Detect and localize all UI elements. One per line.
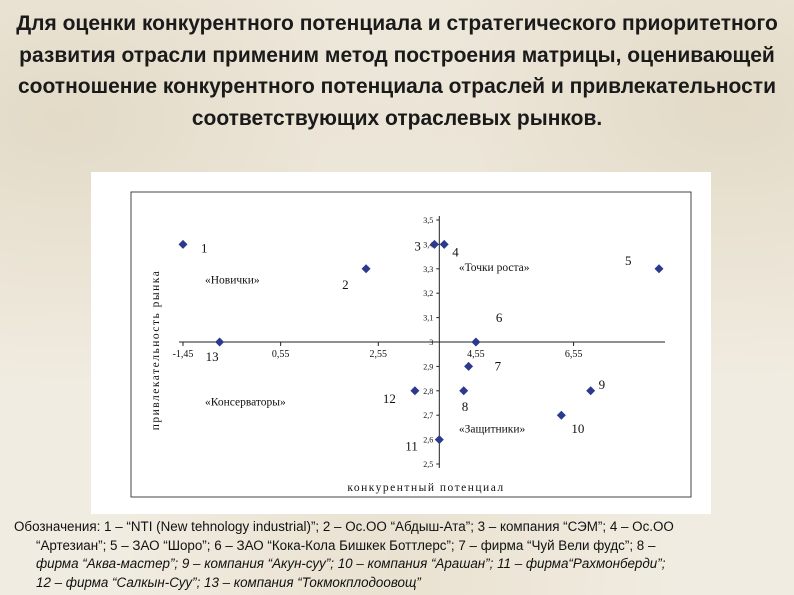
quadrant-label: «Новички»	[205, 274, 260, 286]
data-point	[410, 386, 420, 396]
x-tick-label: 6,55	[565, 349, 583, 360]
point-label: 11	[405, 439, 418, 454]
point-label: 12	[383, 391, 396, 406]
quadrant-label: «Консерваторы»	[205, 396, 286, 408]
point-label: 9	[599, 377, 606, 392]
legend-text: Обозначения: 1 – “NTI (New tehnology ind…	[14, 518, 788, 592]
point-label: 8	[462, 399, 469, 414]
y-tick-label: 3	[429, 338, 433, 347]
data-point	[215, 337, 225, 347]
y-tick-label: 3,4	[423, 240, 433, 249]
y-axis-title: привлекательность рынка	[150, 270, 162, 431]
data-point	[654, 264, 664, 274]
slide-title: Для оценки конкурентного потенциала и ст…	[16, 12, 778, 130]
point-label: 6	[496, 310, 503, 325]
data-point	[459, 386, 469, 396]
y-tick-label: 3,5	[423, 216, 433, 225]
y-tick-label: 3,2	[423, 289, 433, 298]
data-point	[361, 264, 371, 274]
y-tick-label: 2,8	[423, 387, 433, 396]
y-tick-label: 3,3	[423, 265, 433, 274]
data-point	[586, 386, 596, 396]
point-label: 4	[452, 244, 459, 259]
plot-frame	[130, 191, 692, 498]
legend-line-3: фирма “Аква-мастер”; 9 – компания “Акун-…	[36, 556, 666, 571]
point-label: 3	[414, 238, 421, 253]
point-label: 5	[625, 253, 632, 268]
legend-line-4: 12 – фирма “Салкын-Суу”; 13 – компания “…	[36, 574, 421, 590]
x-tick-label: 4,55	[467, 349, 485, 360]
legend-line-2: “Артезиан”; 5 – ЗАО “Шоро”; 6 – ЗАО “Кок…	[36, 537, 656, 553]
data-point	[178, 239, 188, 249]
y-tick-label: 2,9	[423, 362, 433, 371]
data-point	[439, 239, 449, 249]
quadrant-label: «Защитники»	[459, 423, 526, 435]
point-label: 7	[495, 358, 502, 373]
x-axis-title: конкурентный потенциал	[347, 482, 504, 494]
y-tick-label: 2,7	[423, 411, 433, 420]
point-label: 1	[201, 240, 208, 255]
y-tick-label: 2,6	[423, 436, 433, 445]
matrix-chart-svg: -1,45 0,55 2,55 4,55 6,55 2,5 2,6 2,7 2,8 2,9 3 3,1…	[130, 191, 692, 498]
point-label: 2	[342, 277, 349, 292]
point-label: 10	[571, 421, 584, 436]
y-tick-label: 2,5	[423, 460, 433, 469]
y-tick-label: 3,1	[423, 314, 433, 323]
data-point	[556, 410, 566, 420]
legend-line-1: Обозначения: 1 – “NTI (New tehnology ind…	[14, 519, 674, 534]
x-tick-label: -1,45	[173, 349, 194, 360]
x-tick-label: 0,55	[272, 349, 290, 360]
x-tick-label: 2,55	[370, 349, 388, 360]
data-point	[434, 435, 444, 445]
matrix-chart: -1,45 0,55 2,55 4,55 6,55 2,5 2,6 2,7 2,8 2,9 3 3,1…	[91, 172, 711, 514]
data-point	[471, 337, 481, 347]
data-point	[464, 361, 474, 371]
point-label: 13	[206, 349, 219, 364]
quadrant-label: «Точки роста»	[459, 262, 530, 274]
data-point	[429, 239, 439, 249]
